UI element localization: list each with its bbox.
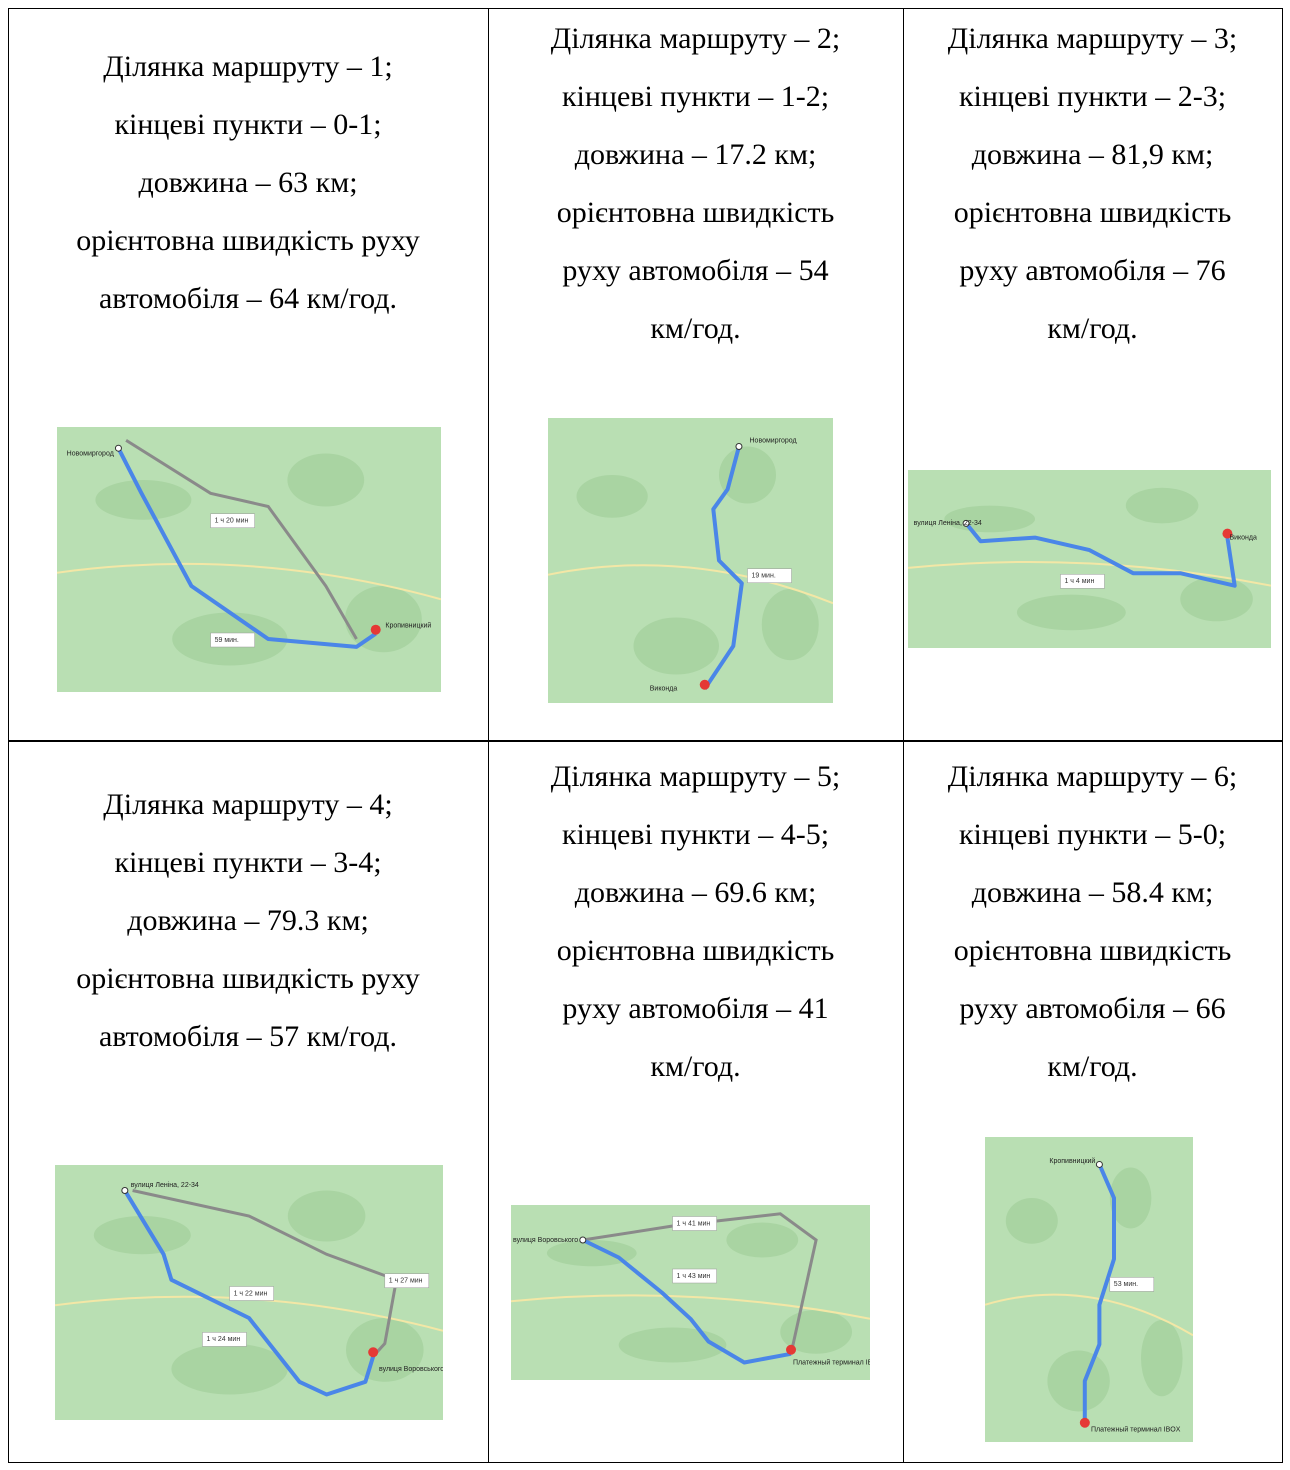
route-start	[1096, 1161, 1102, 1167]
route-map: вулиця Леніна, 22-34 Виконда 1 ч 4 мин	[908, 470, 1271, 648]
cell-text-line: довжина – 17.2 км;	[488, 126, 903, 184]
map-time-label: 1 ч 22 мин	[234, 1290, 268, 1297]
page: Ділянка маршруту – 1;кінцеві пункти – 0-…	[0, 0, 1290, 1470]
cell-text-line: Ділянка маршруту – 6;	[903, 748, 1282, 806]
map-time-label: 1 ч 27 мин	[389, 1278, 423, 1285]
cell-text-line: автомобіля – 57 км/год.	[8, 1008, 488, 1066]
map-time-label: 19 мин.	[752, 573, 776, 580]
cell-text-line: орієнтовна швидкість руху	[8, 950, 488, 1008]
route-start	[580, 1237, 586, 1243]
map-place-label: вулиця Леніна, 22-34	[914, 519, 982, 527]
cell-text-line: руху автомобіля – 76	[903, 242, 1282, 300]
cell-text-line: автомобіля – 64 км/год.	[8, 270, 488, 328]
map-place-label: Новомиргород	[750, 438, 797, 445]
map-place-label: вулиця Леніна, 22-34	[131, 1181, 199, 1189]
map-area	[1126, 488, 1199, 524]
cell-text-line: кінцеві пункти – 4-5;	[488, 806, 903, 864]
route-map: Кропивницкий Платежный терминал IBOX 53 ми…	[985, 1137, 1193, 1442]
cell-text-line: Ділянка маршруту – 4;	[8, 776, 488, 834]
cell-text-line: орієнтовна швидкість руху	[8, 212, 488, 270]
map-place-label: Новомиргород	[67, 450, 114, 457]
map-area	[345, 586, 422, 652]
cell-text-line: кінцеві пункти – 3-4;	[8, 834, 488, 892]
map-area	[762, 589, 819, 660]
map-area	[171, 1344, 287, 1395]
map-place-label: вулиця Воровського	[513, 1237, 578, 1244]
route-end	[700, 680, 710, 690]
route-end	[371, 625, 381, 635]
map-area	[1141, 1320, 1183, 1396]
cell-text-line: км/год.	[488, 300, 903, 358]
cell-text-line: руху автомобіля – 54	[488, 242, 903, 300]
cell-text-line: довжина – 58.4 км;	[903, 864, 1282, 922]
map-place-label: Кропивницкий	[1049, 1157, 1095, 1165]
cell-text-line: Ділянка маршруту – 5;	[488, 748, 903, 806]
cell-text-line: км/год.	[488, 1038, 903, 1096]
cell-text-line: довжина – 63 км;	[8, 154, 488, 212]
map-area	[719, 447, 776, 504]
map-time-label: 1 ч 24 мин	[206, 1336, 240, 1343]
route-end	[368, 1347, 378, 1357]
cell-text-line: руху автомобіля – 66	[903, 980, 1282, 1038]
route-map: вулиця Леніна, 22-34 вулиця Воровського 1 …	[55, 1165, 443, 1420]
cell-text-line: орієнтовна швидкість	[903, 922, 1282, 980]
map-time-label: 1 ч 4 мин	[1064, 578, 1094, 585]
map-place-label: Платежный терминал IBOX	[1091, 1426, 1181, 1434]
cell-text-line: кінцеві пункти – 0-1;	[8, 96, 488, 154]
map-place-label: Виконда	[1229, 534, 1257, 541]
cell-text-line: орієнтовна швидкість	[488, 184, 903, 242]
map-time-label: 59 мин.	[215, 637, 239, 644]
map-area	[287, 454, 364, 507]
map-place-label: Кропивницкий	[385, 622, 431, 630]
cell-text-line: км/год.	[903, 1038, 1282, 1096]
cell-text-line: орієнтовна швидкість	[488, 922, 903, 980]
map-area	[634, 618, 720, 675]
route-start	[115, 445, 121, 451]
map-time-label: 53 мин.	[1114, 1281, 1138, 1288]
map-place-label: Виконда	[650, 686, 678, 693]
map-time-label: 1 ч 41 мин	[677, 1220, 711, 1227]
cell-text-line: кінцеві пункти – 2-3;	[903, 68, 1282, 126]
map-place-label: вулиця Воровського	[379, 1366, 443, 1373]
map-time-label: 1 ч 43 мин	[677, 1273, 711, 1280]
cell-text-line: кінцеві пункти – 1-2;	[488, 68, 903, 126]
cell-text-line: км/год.	[903, 300, 1282, 358]
route-map: Новомиргород Виконда 19 мин.	[548, 418, 833, 703]
map-place-label: Платежный терминал IBOX	[793, 1358, 870, 1366]
map-area	[577, 475, 648, 518]
map-area	[1006, 1198, 1058, 1244]
cell-text-line: довжина – 69.6 км;	[488, 864, 903, 922]
route-map: вулиця Воровського Платежный терминал IBO…	[511, 1205, 870, 1380]
map-area	[288, 1191, 366, 1242]
cell-text-line: Ділянка маршруту – 3;	[903, 10, 1282, 68]
cell-text-line: довжина – 81,9 км;	[903, 126, 1282, 184]
route-start	[736, 444, 742, 450]
cell-text-line: Ділянка маршруту – 2;	[488, 10, 903, 68]
route-start	[122, 1188, 128, 1194]
cell-text-line: кінцеві пункти – 5-0;	[903, 806, 1282, 864]
map-area	[1110, 1168, 1152, 1229]
map-area	[619, 1328, 727, 1363]
route-end	[786, 1345, 796, 1355]
map-time-label: 1 ч 20 мин	[215, 518, 249, 525]
cell-text-line: руху автомобіля – 41	[488, 980, 903, 1038]
route-end	[1080, 1418, 1090, 1428]
cell-text-line: орієнтовна швидкість	[903, 184, 1282, 242]
route-map: Новомиргород Кропивницкий 1 ч 20 мин 59 мин…	[57, 427, 441, 692]
map-area	[1017, 595, 1126, 631]
map-area	[944, 506, 1035, 533]
map-area	[726, 1223, 798, 1258]
cell-text-line: Ділянка маршруту – 1;	[8, 38, 488, 96]
map-area	[1047, 1351, 1109, 1412]
cell-text-line: довжина – 79.3 км;	[8, 892, 488, 950]
